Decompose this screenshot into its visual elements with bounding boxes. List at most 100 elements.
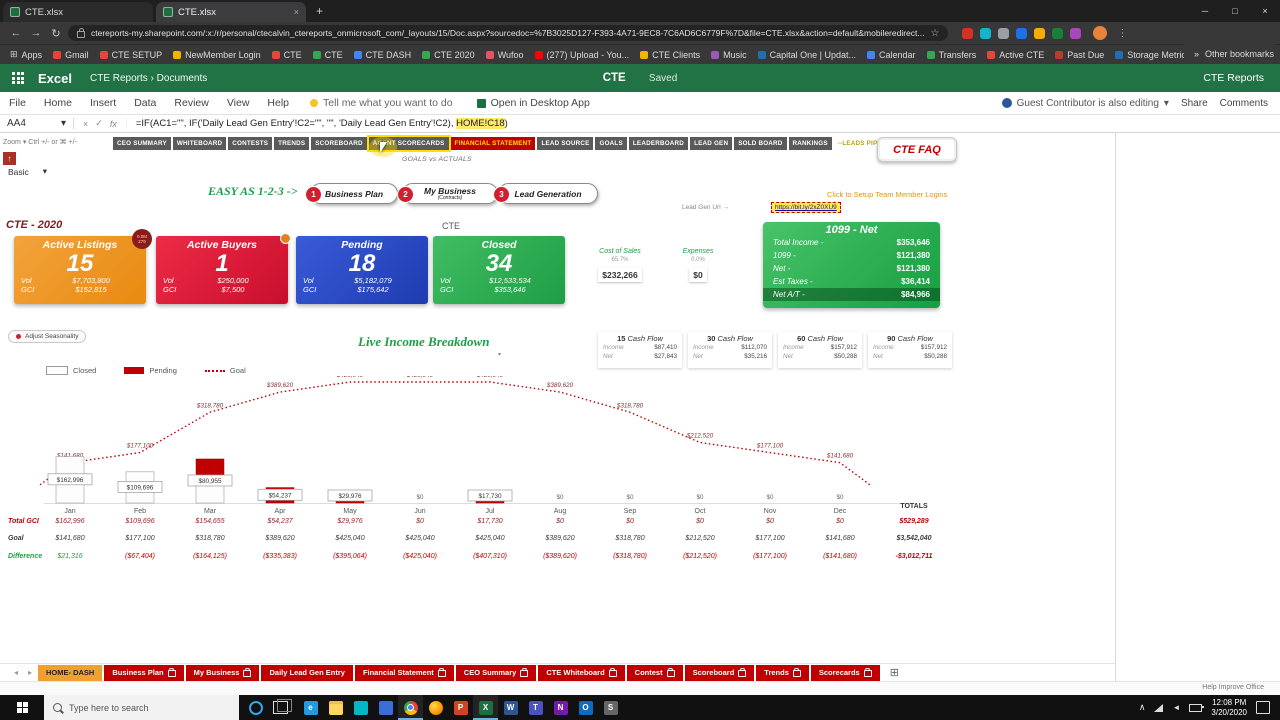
bookmarks-chevron-icon[interactable]: » [1193, 49, 1199, 59]
bookmark-item[interactable]: ⊞ CTE [271, 50, 302, 60]
bookmark-item[interactable]: ⊞ CTE DASH [353, 50, 411, 60]
extension-icon[interactable] [962, 27, 974, 39]
taskbar-app-excel[interactable]: X [473, 695, 498, 720]
taskbar-app-mail[interactable] [373, 695, 398, 720]
taskbar-app-outlook[interactable]: O [573, 695, 598, 720]
taskbar-app-word[interactable]: W [498, 695, 523, 720]
address-bar[interactable]: ctereports-my.sharepoint.com/:x:/r/perso… [68, 25, 949, 41]
network-icon[interactable] [1154, 703, 1164, 712]
document-title[interactable]: CTE [602, 72, 626, 84]
battery-icon[interactable] [1189, 703, 1205, 712]
maximize-icon[interactable]: □ [1232, 6, 1238, 16]
menu-file[interactable]: File [9, 97, 26, 109]
bookmark-item[interactable]: ⊞ Apps [10, 49, 42, 60]
taskbar-search-box[interactable]: Type here to search [44, 695, 239, 720]
other-bookmarks-button[interactable]: Other bookmarks [1204, 49, 1274, 59]
dashboard-nav-button[interactable]: LEAD SOURCE [537, 137, 594, 150]
close-icon[interactable]: × [1262, 6, 1268, 16]
view-selector[interactable]: Basic ▾ [8, 166, 47, 177]
action-center-icon[interactable] [1256, 701, 1270, 714]
taskbar-app-firefox[interactable] [423, 695, 448, 720]
bookmark-item[interactable]: ⊞ (277) Upload - You... [534, 50, 629, 60]
browser-tab-active[interactable]: CTE.xlsx × [156, 2, 306, 22]
dashboard-nav-button[interactable]: CONTESTS [228, 137, 273, 150]
dashboard-nav-button[interactable]: AGENT SCORECARDS [366, 135, 451, 152]
sheet-tab[interactable]: My Business [185, 664, 260, 681]
menu-home[interactable]: Home [43, 97, 72, 109]
sheet-tab[interactable]: Contest [626, 664, 683, 681]
menu-help[interactable]: Help [267, 97, 290, 109]
forward-icon[interactable]: → [30, 27, 42, 39]
excel-logo[interactable]: Excel [38, 70, 72, 86]
minimize-icon[interactable]: ─ [1201, 6, 1209, 16]
step-button[interactable]: 2 My Business (Contracts) [397, 183, 498, 204]
sheet-tab[interactable]: Scoreboard [684, 664, 755, 681]
kpi-card[interactable]: 0.0M 279 Active Listings 15 Vol $7,703,80… [14, 229, 152, 304]
menu-insert[interactable]: Insert [89, 97, 117, 109]
share-button[interactable]: Share [1180, 97, 1208, 109]
sheet-tab[interactable]: CTE Whiteboard [538, 664, 625, 681]
bookmark-item[interactable]: ⊞ Transfers [926, 50, 976, 60]
dashboard-nav-button[interactable]: FINANCIAL STATEMENT [450, 137, 536, 150]
bookmark-item[interactable]: ⊞ CTE SETUP [99, 50, 162, 60]
dashboard-nav-button[interactable]: --LEADS PIPELINE -- [837, 140, 904, 147]
income-chart[interactable]: $141,680 $177,100 $318,780 $389,620 $425,040… [36, 376, 916, 518]
taskbar-app-edge[interactable]: e [298, 695, 323, 720]
kpi-card[interactable]: Closed 34 Vol $12,533,534 GCI $353,646 [433, 236, 565, 304]
app-launcher-icon[interactable] [12, 72, 24, 84]
refresh-icon[interactable]: ↻ [51, 27, 61, 40]
bookmark-item[interactable]: ⊞ Wufoo [485, 50, 524, 60]
taskbar-app-snip[interactable]: S [598, 695, 623, 720]
cancel-icon[interactable]: × [83, 118, 89, 129]
open-in-desktop-button[interactable]: Open in Desktop App [465, 97, 602, 109]
task-view-icon[interactable] [273, 699, 292, 714]
step-button[interactable]: 3 Lead Generation [493, 183, 598, 204]
comments-button[interactable]: Comments [1219, 97, 1268, 109]
sheet-tab[interactable]: CEO Summary [455, 664, 537, 681]
help-improve-office-link[interactable]: Help Improve Office [1202, 684, 1264, 691]
taskbar-app-chrome[interactable] [398, 695, 423, 720]
sheet-tab[interactable]: Trends [756, 664, 809, 681]
sheet-tab[interactable]: Scorecards [810, 664, 880, 681]
bookmark-star-icon[interactable]: ☆ [930, 27, 940, 39]
sheet-tab[interactable]: Daily Lead Gen Entry [261, 664, 353, 681]
tab-scroll-right-icon[interactable]: ▸ [27, 668, 32, 677]
sheet-tab[interactable]: Business Plan [104, 664, 184, 681]
taskbar-app-powerpoint[interactable]: P [448, 695, 473, 720]
bookmark-item[interactable]: ⊞ Past Due [1055, 50, 1104, 60]
dashboard-nav-button[interactable]: RANKINGS [788, 137, 832, 150]
cte-faq-button[interactable]: CTE FAQ [877, 137, 957, 162]
bookmark-item[interactable]: ⊞ CTE [312, 50, 343, 60]
menu-view[interactable]: View [226, 97, 250, 109]
tab-close-icon[interactable]: × [293, 7, 299, 17]
dashboard-nav-button[interactable]: LEAD GEN [690, 137, 733, 150]
taskbar-app-store[interactable] [348, 695, 373, 720]
sheet-tab[interactable]: Financial Statement [354, 664, 454, 681]
browser-menu-icon[interactable]: ⋮ [1117, 27, 1128, 39]
menu-data[interactable]: Data [134, 97, 157, 109]
extension-icon[interactable] [1016, 27, 1028, 39]
extension-icon[interactable] [998, 27, 1010, 39]
guest-editing-indicator[interactable]: Guest Contributor is also editing ▾ [1001, 98, 1169, 109]
kpi-card[interactable]: Active Buyers 1 Vol $250,000 GCI $7,500 [156, 233, 291, 304]
back-icon[interactable]: ← [10, 27, 22, 39]
dashboard-nav-button[interactable]: TRENDS [274, 137, 310, 150]
chart-dropdown-icon[interactable]: ▾ [498, 352, 502, 358]
cortana-icon[interactable] [249, 700, 263, 715]
start-button[interactable] [0, 695, 44, 720]
name-box[interactable]: AA4 ▾ [0, 118, 74, 129]
menu-review[interactable]: Review [174, 97, 209, 109]
spreadsheet-canvas[interactable] [0, 133, 1280, 663]
bookmark-item[interactable]: ⊞ CTE Clients [640, 50, 700, 60]
bookmark-item[interactable]: ⊞ Calendar [867, 50, 916, 60]
dashboard-nav-button[interactable]: GOALS [595, 137, 627, 150]
speaker-icon[interactable]: ◄ [1172, 703, 1181, 712]
sheet-list-icon[interactable]: ⊞ [889, 667, 899, 679]
bookmark-item[interactable]: ⊞ Active CTE [987, 50, 1044, 60]
dashboard-nav-button[interactable]: LEADERBOARD [628, 137, 689, 150]
taskbar-app-file-explorer[interactable] [323, 695, 348, 720]
browser-tab[interactable]: CTE.xlsx [3, 2, 153, 22]
extension-icon[interactable] [1034, 27, 1046, 39]
adjust-seasonality-toggle[interactable]: Adjust Seasonality [8, 330, 87, 343]
bookmark-item[interactable]: ⊞ Storage Metrics [1115, 50, 1190, 60]
